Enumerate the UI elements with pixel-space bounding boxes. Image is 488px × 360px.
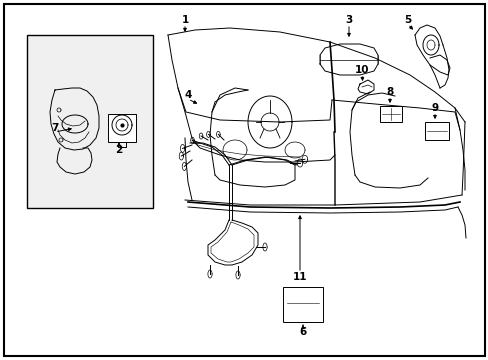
Text: 3: 3 <box>345 15 352 25</box>
Text: 1: 1 <box>181 15 188 25</box>
Text: 5: 5 <box>404 15 411 25</box>
Bar <box>283 287 323 322</box>
Text: 7: 7 <box>51 123 59 133</box>
Bar <box>27 35 153 208</box>
Text: 11: 11 <box>292 272 306 282</box>
Bar <box>424 122 448 140</box>
Text: 8: 8 <box>386 87 393 97</box>
Text: 9: 9 <box>430 103 438 113</box>
Bar <box>108 114 136 142</box>
Text: 6: 6 <box>299 327 306 337</box>
Text: 2: 2 <box>115 145 122 155</box>
Bar <box>379 106 401 122</box>
Text: 10: 10 <box>354 65 368 75</box>
Text: 4: 4 <box>184 90 191 100</box>
